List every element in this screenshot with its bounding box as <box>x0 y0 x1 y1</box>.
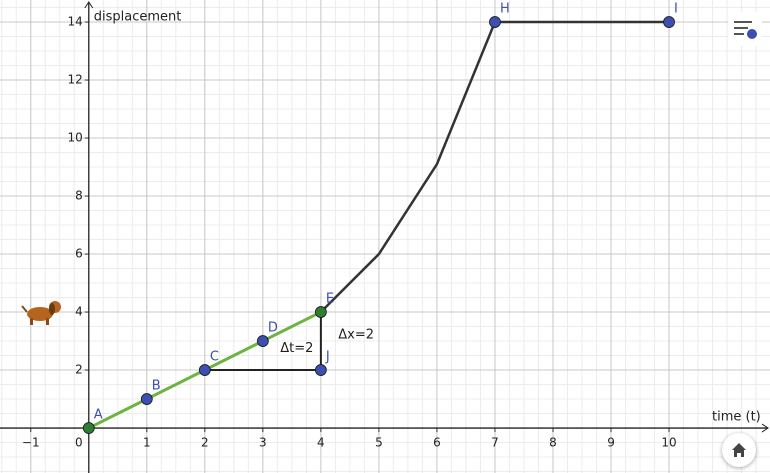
point <box>489 16 501 28</box>
point-label: B <box>152 379 161 394</box>
y-axis-label: displacement <box>94 10 182 25</box>
annotation: Δx=2 <box>338 328 374 343</box>
x-tick-label: 6 <box>433 436 441 450</box>
x-tick-label: 3 <box>259 436 267 450</box>
y-tick-label: 4 <box>75 305 83 319</box>
y-tick-label: 12 <box>67 73 82 87</box>
y-tick-label: 10 <box>67 131 82 145</box>
x-tick-label: 8 <box>549 436 557 450</box>
point-label: A <box>94 408 103 423</box>
point-label: E <box>326 292 334 307</box>
point <box>256 335 269 347</box>
menu-icon <box>734 21 757 39</box>
home-icon <box>732 443 746 457</box>
point <box>314 364 327 376</box>
x-tick-label: 10 <box>661 436 676 450</box>
x-tick-label: 4 <box>317 436 325 450</box>
y-tick-label: 6 <box>75 247 83 261</box>
point-label: I <box>674 2 678 17</box>
x-axis-label: time (t) <box>712 410 761 425</box>
x-tick-label: 1 <box>143 436 151 450</box>
point <box>663 16 675 28</box>
point <box>314 306 327 318</box>
dog-icon <box>21 301 61 325</box>
point-label: D <box>268 321 278 336</box>
x-tick-label: 9 <box>607 436 615 450</box>
x-tick-label: 7 <box>491 436 499 450</box>
point <box>198 364 211 376</box>
point-label: C <box>210 350 219 365</box>
x-axis-arrow <box>761 423 769 433</box>
x-tick-label: −1 <box>22 436 40 450</box>
home-button[interactable] <box>722 433 756 467</box>
point <box>82 422 95 434</box>
annotation: Δt=2 <box>280 341 313 356</box>
displacement-curve <box>319 20 670 313</box>
y-tick-label: 2 <box>75 363 83 377</box>
y-axis-arrow <box>84 1 94 9</box>
point-label: J <box>325 350 330 365</box>
x-tick-label: 0 <box>75 436 83 450</box>
point <box>140 393 153 405</box>
point-label: H <box>500 2 510 17</box>
x-tick-label: 5 <box>375 436 383 450</box>
y-tick-label: 8 <box>75 189 83 203</box>
menu-button[interactable] <box>728 12 762 46</box>
y-tick-label: 14 <box>67 15 82 29</box>
x-tick-label: 2 <box>201 436 209 450</box>
